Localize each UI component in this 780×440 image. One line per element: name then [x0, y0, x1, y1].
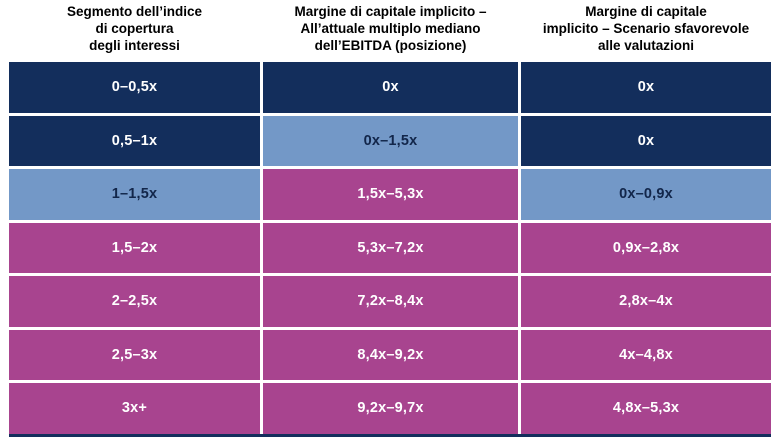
- table-cell-r5c1: 2–2,5x: [9, 276, 260, 327]
- table-cell-r2c2: 0x–1,5x: [263, 115, 518, 166]
- table-cell-r1c2: 0x: [263, 62, 518, 113]
- table-cell-r4c2: 5,3x–7,2x: [263, 222, 518, 273]
- table-cell-r7c2: 9,2x–9,7x: [263, 383, 518, 434]
- table-bottom-border: [9, 433, 771, 437]
- table-cell-r3c2: 1,5x–5,3x: [263, 169, 518, 220]
- table-cell-r7c1: 3x+: [9, 383, 260, 434]
- capital-margin-table: Segmento dell’indice di copertura degli …: [9, 0, 771, 437]
- header-adverse-valuation-scenario: Margine di capitale implicito – Scenario…: [542, 3, 750, 53]
- table-cell-r3c1: 1–1,5x: [9, 169, 260, 220]
- table-cell-r6c2: 8,4x–9,2x: [263, 329, 518, 380]
- table-cell-r3c3: 0x–0,9x: [521, 169, 771, 220]
- table-cell-r1c1: 0–0,5x: [9, 62, 260, 113]
- table-cell-r2c3: 0x: [521, 115, 771, 166]
- table-cell-r5c2: 7,2x–8,4x: [263, 276, 518, 327]
- table-header-row: Segmento dell’indice di copertura degli …: [9, 0, 771, 62]
- table-cell-r4c1: 1,5–2x: [9, 222, 260, 273]
- table-cell-r6c3: 4x–4,8x: [521, 329, 771, 380]
- table-cell-r6c1: 2,5–3x: [9, 329, 260, 380]
- header-current-ebitda-multiple: Margine di capitale implicito – All’attu…: [294, 3, 487, 53]
- table-cell-r7c3: 4,8x–5,3x: [521, 383, 771, 434]
- header-interest-coverage-segment: Segmento dell’indice di copertura degli …: [66, 3, 203, 53]
- table-cell-r4c3: 0,9x–2,8x: [521, 222, 771, 273]
- table-body: 0–0,5x 0x 0x 0,5–1x 0x–1,5x 0x 1–1,5x 1,…: [9, 62, 771, 434]
- table-cell-r5c3: 2,8x–4x: [521, 276, 771, 327]
- table-cell-r2c1: 0,5–1x: [9, 115, 260, 166]
- table-cell-r1c3: 0x: [521, 62, 771, 113]
